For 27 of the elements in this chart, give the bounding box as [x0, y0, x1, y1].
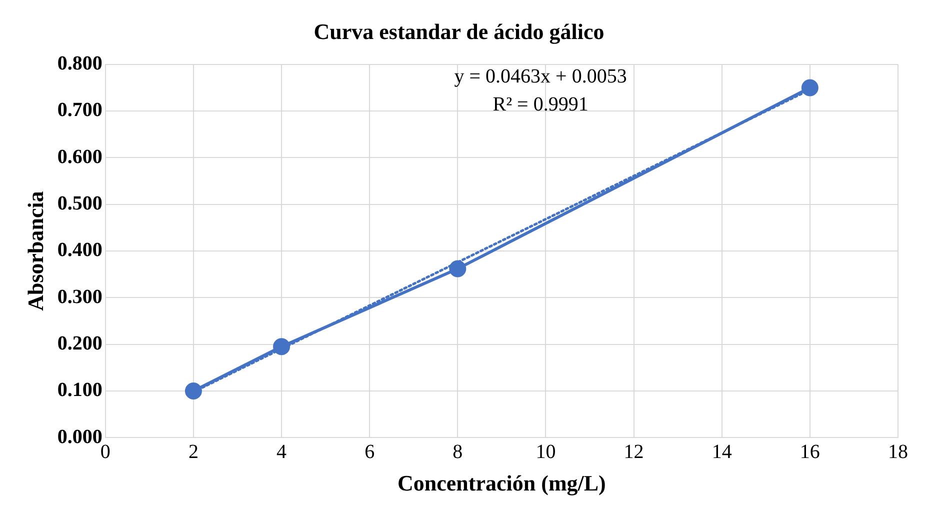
y-tick-label: 0.300 — [57, 286, 102, 308]
y-tick-label: 0.600 — [57, 146, 102, 168]
x-tick-label: 12 — [624, 440, 644, 463]
x-tick-label: 16 — [800, 440, 820, 463]
x-tick-label: 14 — [712, 440, 732, 463]
x-axis-title: Concentración (mg/L) — [398, 470, 606, 496]
point — [184, 382, 202, 400]
y-tick-label: 0.200 — [57, 332, 102, 354]
annotation: R² = 0.9991 — [492, 94, 588, 116]
y-tick-label: 0.100 — [57, 379, 102, 402]
x-tick-label: 8 — [452, 440, 463, 463]
x-tick-label: 10 — [536, 440, 556, 463]
x-tick-label: 2 — [188, 440, 198, 463]
chart-title: Curva estandar de ácido gálico — [314, 18, 604, 44]
point — [449, 260, 466, 278]
y-tick-label: 0.700 — [57, 99, 102, 122]
point — [801, 79, 818, 96]
y-tick-label: 0.800 — [57, 52, 102, 75]
x-tick-label: 0 — [100, 440, 110, 463]
y-tick-label: 0.500 — [57, 192, 102, 215]
y-tick-label: 0.400 — [57, 239, 102, 262]
x-tick-label: 4 — [276, 440, 287, 463]
y-axis-title: Absorbancia — [22, 191, 48, 311]
x-tick-label: 18 — [888, 440, 908, 463]
y-tick-label: 0.000 — [57, 426, 102, 448]
x-tick-label: 6 — [364, 440, 375, 463]
annotation: y = 0.0463x + 0.0053 — [454, 66, 627, 88]
